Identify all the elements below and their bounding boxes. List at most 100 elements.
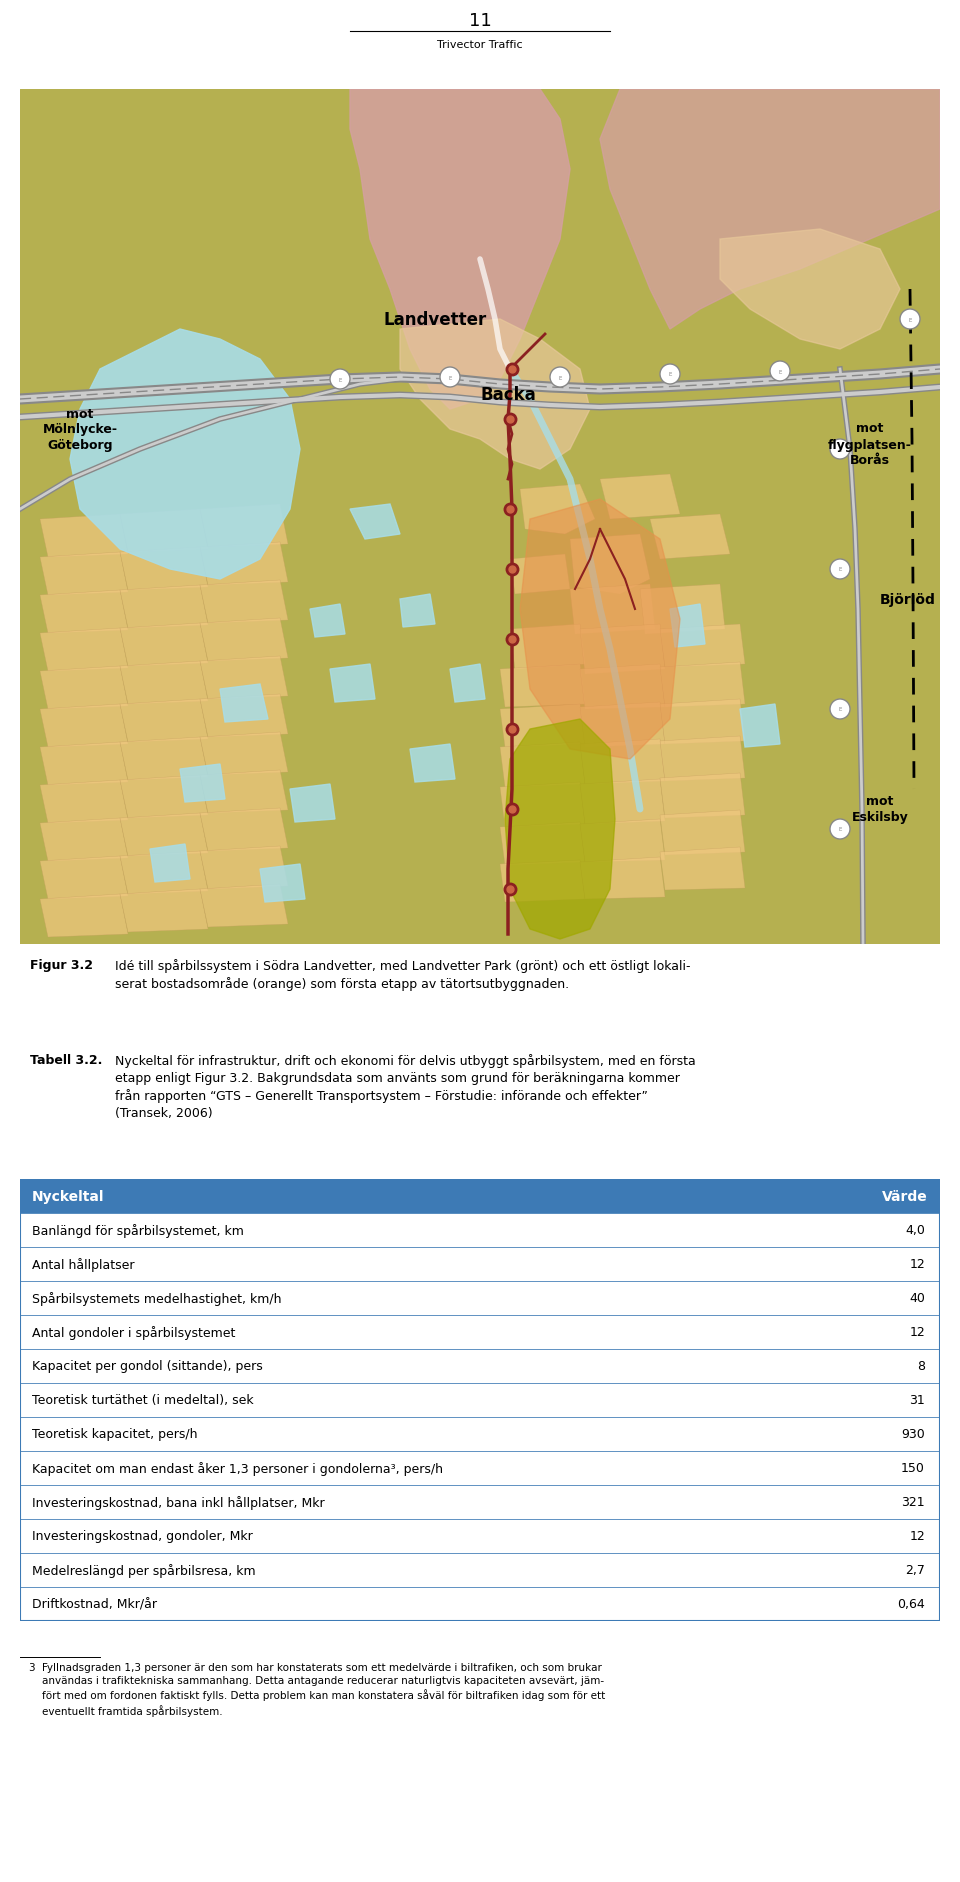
Text: E: E <box>448 375 452 380</box>
Text: 40: 40 <box>909 1291 925 1304</box>
Text: E: E <box>838 708 842 711</box>
Polygon shape <box>200 582 288 623</box>
Polygon shape <box>40 894 128 937</box>
Polygon shape <box>660 662 745 708</box>
Polygon shape <box>290 785 335 822</box>
Polygon shape <box>660 736 745 781</box>
Polygon shape <box>500 704 585 747</box>
Polygon shape <box>570 585 655 634</box>
Text: Björlöd: Björlöd <box>880 593 936 606</box>
Polygon shape <box>580 779 665 824</box>
Polygon shape <box>660 811 745 856</box>
Polygon shape <box>120 851 208 894</box>
Polygon shape <box>505 719 615 939</box>
Circle shape <box>900 311 920 329</box>
Text: 8: 8 <box>917 1361 925 1372</box>
Polygon shape <box>200 809 288 851</box>
Polygon shape <box>500 860 585 903</box>
Polygon shape <box>580 740 665 785</box>
Text: Antal hållplatser: Antal hållplatser <box>32 1257 134 1272</box>
Polygon shape <box>180 764 225 802</box>
Text: Kapacitet per gondol (sittande), pers: Kapacitet per gondol (sittande), pers <box>32 1361 263 1372</box>
Bar <box>20 1248 940 1282</box>
Circle shape <box>830 700 850 719</box>
Text: Antal gondoler i spårbilsystemet: Antal gondoler i spårbilsystemet <box>32 1325 235 1340</box>
Bar <box>20 1519 940 1553</box>
Text: E: E <box>668 373 672 376</box>
Bar <box>20 1451 940 1485</box>
Polygon shape <box>120 510 208 553</box>
Text: E: E <box>908 318 912 322</box>
Polygon shape <box>120 623 208 666</box>
Polygon shape <box>120 890 208 932</box>
Polygon shape <box>520 486 595 534</box>
Polygon shape <box>40 704 128 747</box>
Text: Investeringskostnad, bana inkl hållplatser, Mkr: Investeringskostnad, bana inkl hållplats… <box>32 1494 324 1509</box>
Circle shape <box>770 361 790 382</box>
Polygon shape <box>580 702 665 747</box>
Circle shape <box>330 369 350 390</box>
Polygon shape <box>330 664 375 702</box>
Polygon shape <box>400 595 435 629</box>
Bar <box>20 1180 940 1214</box>
Text: Värde: Värde <box>882 1189 928 1203</box>
Polygon shape <box>260 864 305 903</box>
Text: Nyckeltal för infrastruktur, drift och ekonomi för delvis utbyggt spårbilsystem,: Nyckeltal för infrastruktur, drift och e… <box>115 1054 696 1120</box>
Bar <box>20 1349 940 1383</box>
Polygon shape <box>520 501 680 760</box>
Polygon shape <box>500 743 585 787</box>
Bar <box>20 1485 940 1519</box>
Polygon shape <box>200 885 288 928</box>
Polygon shape <box>70 329 300 580</box>
Text: Tabell 3.2.: Tabell 3.2. <box>30 1054 103 1067</box>
Polygon shape <box>500 783 585 828</box>
Text: 12: 12 <box>909 1530 925 1543</box>
Polygon shape <box>740 704 780 747</box>
Text: Fyllnadsgraden 1,3 personer är den som har konstaterats som ett medelvärde i bil: Fyllnadsgraden 1,3 personer är den som h… <box>42 1662 605 1716</box>
Polygon shape <box>120 738 208 781</box>
Text: E: E <box>559 375 562 380</box>
Text: 12: 12 <box>909 1257 925 1270</box>
Polygon shape <box>660 625 745 668</box>
Text: 150: 150 <box>901 1462 925 1475</box>
Circle shape <box>830 819 850 839</box>
Text: Banlängd för spårbilsystemet, km: Banlängd för spårbilsystemet, km <box>32 1223 244 1236</box>
Text: Teoretisk turtäthet (i medeltal), sek: Teoretisk turtäthet (i medeltal), sek <box>32 1395 253 1406</box>
Text: Landvetter: Landvetter <box>383 311 487 329</box>
Polygon shape <box>120 548 208 591</box>
Polygon shape <box>120 662 208 704</box>
Polygon shape <box>660 847 745 890</box>
Polygon shape <box>40 856 128 900</box>
Text: Kapacitet om man endast åker 1,3 personer i gondolerna³, pers/h: Kapacitet om man endast åker 1,3 persone… <box>32 1460 443 1475</box>
Polygon shape <box>500 822 585 866</box>
Text: 3: 3 <box>28 1662 35 1671</box>
Text: 930: 930 <box>901 1428 925 1442</box>
Polygon shape <box>350 504 400 540</box>
Polygon shape <box>200 542 288 585</box>
Polygon shape <box>570 534 650 595</box>
Circle shape <box>550 367 570 388</box>
Text: 4,0: 4,0 <box>905 1223 925 1236</box>
Polygon shape <box>660 774 745 819</box>
Text: mot
flygplatsen-
Borås: mot flygplatsen- Borås <box>828 422 912 467</box>
Polygon shape <box>580 819 665 862</box>
Circle shape <box>830 440 850 459</box>
Polygon shape <box>120 813 208 856</box>
Polygon shape <box>40 666 128 710</box>
Bar <box>20 1214 940 1248</box>
Polygon shape <box>200 694 288 738</box>
Polygon shape <box>310 604 345 638</box>
Polygon shape <box>410 745 455 783</box>
Polygon shape <box>510 625 585 670</box>
Text: E: E <box>838 566 842 572</box>
Text: E: E <box>338 376 342 382</box>
Circle shape <box>830 559 850 580</box>
Text: mot
Mölnlycke-
Göteborg: mot Mölnlycke- Göteborg <box>42 407 117 452</box>
Polygon shape <box>510 555 570 595</box>
Text: Driftkostnad, Mkr/år: Driftkostnad, Mkr/år <box>32 1598 157 1611</box>
Text: mot
Eskilsby: mot Eskilsby <box>852 794 908 824</box>
Polygon shape <box>450 664 485 702</box>
Text: 321: 321 <box>901 1496 925 1509</box>
Polygon shape <box>600 90 940 329</box>
Circle shape <box>440 367 460 388</box>
